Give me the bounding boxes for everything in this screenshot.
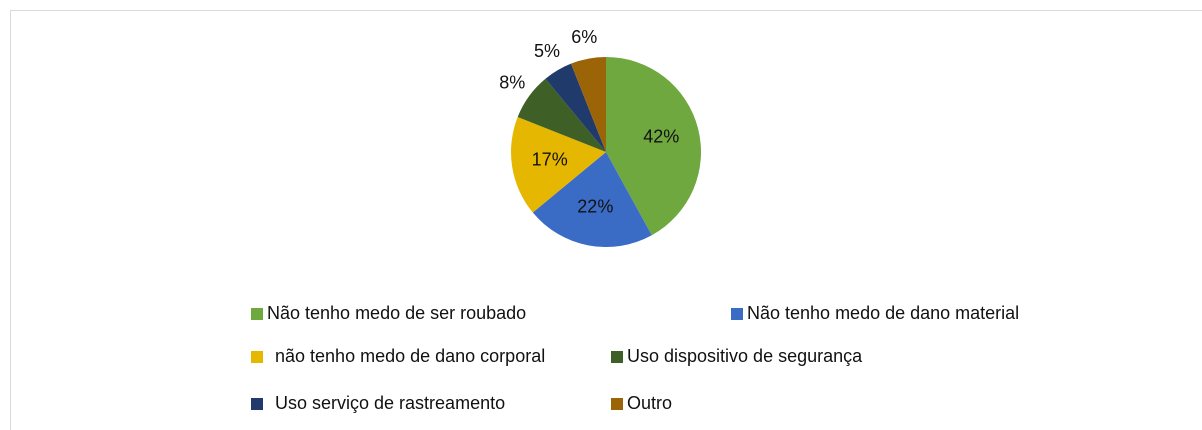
data-label: 5%: [534, 41, 560, 61]
data-label: 22%: [577, 197, 613, 217]
legend-label: Uso dispositivo de segurança: [627, 346, 863, 366]
data-label: 8%: [499, 73, 525, 93]
pie-slice: [532, 152, 652, 247]
legend-label: Uso serviço de rastreamento: [275, 393, 505, 413]
legend-swatch: [611, 351, 623, 363]
pie-slice: [511, 117, 606, 213]
legend-label: não tenho medo de dano corporal: [275, 346, 545, 366]
pie-slice: [545, 63, 606, 152]
pie-slice: [606, 57, 702, 236]
legend-label: Não tenho medo de ser roubado: [267, 303, 526, 323]
pie-slice: [571, 57, 606, 152]
legend-label: Outro: [627, 393, 672, 413]
legend-swatch: [251, 398, 263, 410]
legend-swatch: [731, 308, 743, 320]
data-label: 17%: [532, 150, 568, 170]
legend-swatch: [611, 398, 623, 410]
legend-label: Não tenho medo de dano material: [747, 303, 1019, 323]
pie-slice: [517, 78, 606, 152]
chart-border: [10, 10, 1202, 430]
data-label: 6%: [571, 27, 597, 47]
data-label: 42%: [643, 127, 679, 147]
legend-swatch: [251, 308, 263, 320]
legend-swatch: [251, 351, 263, 363]
